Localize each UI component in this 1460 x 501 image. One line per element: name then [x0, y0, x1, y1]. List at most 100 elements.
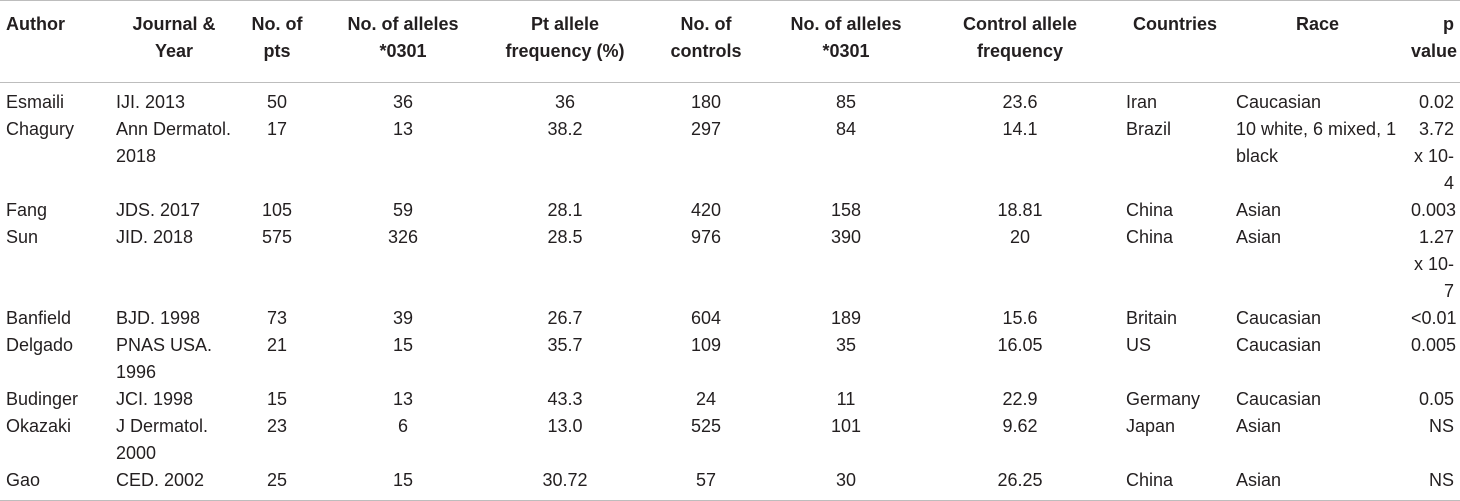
cell-alleles-controls: 189: [830, 308, 862, 328]
cell-author: Gao: [0, 467, 110, 501]
cell-race: 10 white, 6 mixed, 1 black: [1236, 119, 1397, 166]
table-row: Fang JDS. 2017 105 59 28.1 420 158 18.81 China As…: [0, 197, 1460, 224]
cell-control-freq: 16.05: [997, 335, 1043, 355]
cell-countries: China: [1126, 200, 1174, 220]
cell-pts: 575: [261, 227, 293, 247]
cell-race: Asian: [1236, 227, 1282, 247]
cell-race: Caucasian: [1236, 92, 1322, 112]
cell-author: Sun: [6, 227, 39, 247]
cell-controls: 525: [690, 416, 722, 436]
cell-alleles-pts: 15: [316, 467, 490, 501]
cell-control-freq: 26.25: [920, 467, 1120, 501]
cell-p: 0.003: [1411, 200, 1457, 220]
cell-p: 0.02: [1418, 92, 1454, 112]
cell-alleles-pts: 326: [387, 227, 419, 247]
cell-pts: 50: [266, 92, 288, 112]
cell-control-freq: 15.6: [1002, 308, 1038, 328]
cell-author: Esmaili: [6, 92, 65, 112]
cell-p: 0.005: [1411, 335, 1457, 355]
cell-race: Asian: [1236, 200, 1282, 220]
header-author: Author: [0, 0, 110, 83]
cell-p: 0.05: [1418, 389, 1454, 409]
cell-pts: 17: [266, 119, 288, 139]
header-journal: Journal & Year: [110, 0, 238, 83]
cell-author: Delgado: [6, 335, 74, 355]
cell-control-freq: 23.6: [1002, 92, 1038, 112]
cell-author: Banfield: [6, 308, 72, 328]
cell-pt-freq: 28.1: [547, 200, 583, 220]
cell-alleles-controls: 11: [836, 389, 856, 409]
cell-alleles-pts: 39: [392, 308, 414, 328]
cell-control-freq: 22.9: [1002, 389, 1038, 409]
cell-race: Caucasian: [1236, 389, 1322, 409]
cell-countries: Britain: [1126, 308, 1178, 328]
cell-pt-freq: 35.7: [547, 335, 583, 355]
header-control-freq: Control allele frequency: [920, 0, 1120, 83]
cell-race: Asian: [1236, 416, 1282, 436]
cell-pt-freq: 30.72: [490, 467, 640, 501]
cell-pt-freq: 13.0: [547, 416, 583, 436]
cell-countries: Brazil: [1126, 119, 1172, 139]
cell-alleles-controls: 84: [835, 119, 857, 139]
cell-pts: 105: [261, 200, 293, 220]
cell-controls: 24: [695, 389, 717, 409]
header-pt-freq: Pt allele frequency (%): [490, 0, 640, 83]
cell-journal: JDS. 2017: [116, 200, 201, 220]
cell-race: Caucasian: [1236, 335, 1322, 355]
cell-countries: Iran: [1126, 92, 1158, 112]
cell-pts: 73: [266, 308, 288, 328]
header-alleles-pts: No. of alleles *0301: [316, 0, 490, 83]
cell-controls: 180: [690, 92, 722, 112]
table-row: Chagury Ann Dermatol. 2018 17 13 38.2 297 84 14…: [0, 116, 1460, 197]
cell-alleles-controls: 390: [830, 227, 862, 247]
cell-pt-freq: 26.7: [547, 308, 583, 328]
cell-alleles-pts: 15: [392, 335, 414, 355]
table-row: Banfield BJD. 1998 73 39 26.7 604 189 15.6 Brita…: [0, 305, 1460, 332]
cell-race: Caucasian: [1236, 308, 1322, 328]
cell-p: 1.27 x 10-7: [1413, 227, 1454, 301]
cell-countries: Japan: [1126, 416, 1176, 436]
cell-controls: 297: [690, 119, 722, 139]
cell-countries: Germany: [1126, 389, 1201, 409]
cell-pts: 25: [238, 467, 316, 501]
cell-author: Chagury: [6, 119, 75, 139]
cell-journal: J Dermatol. 2000: [116, 416, 209, 463]
cell-alleles-pts: 59: [392, 200, 414, 220]
cell-race: Asian: [1230, 467, 1405, 501]
cell-pts: 15: [266, 389, 288, 409]
cell-controls: 57: [640, 467, 772, 501]
cell-pt-freq: 28.5: [547, 227, 583, 247]
table-row: Esmaili IJI. 2013 50 36 36 180 85 23.6 Iran Cauca…: [0, 83, 1460, 117]
cell-alleles-pts: 6: [397, 416, 408, 436]
cell-control-freq: 18.81: [997, 200, 1043, 220]
cell-journal: JID. 2018: [116, 227, 194, 247]
table-row: Okazaki J Dermatol. 2000 23 6 13.0 525 101 9.62…: [0, 413, 1460, 467]
cell-pts: 23: [266, 416, 288, 436]
cell-alleles-controls: 158: [830, 200, 862, 220]
cell-controls: 420: [690, 200, 722, 220]
cell-control-freq: 14.1: [1002, 119, 1038, 139]
cell-control-freq: 20: [1009, 227, 1031, 247]
cell-journal: JCI. 1998: [116, 389, 194, 409]
table-row: Budinger JCI. 1998 15 13 43.3 24 11 22.9 Germany…: [0, 386, 1460, 413]
cell-pt-freq: 36: [554, 92, 576, 112]
cell-alleles-controls: 85: [835, 92, 857, 112]
cell-countries: China: [1126, 227, 1174, 247]
cell-controls: 976: [690, 227, 722, 247]
cell-journal: CED. 2002: [110, 467, 238, 501]
header-countries: Countries: [1120, 0, 1230, 83]
cell-author: Budinger: [6, 389, 79, 409]
cell-journal: IJI. 2013: [116, 92, 186, 112]
table-row: Gao CED. 2002 25 15 30.72 57 30 26.25 China Asian…: [0, 467, 1460, 501]
cell-alleles-controls: 101: [830, 416, 862, 436]
header-alleles-controls: No. of alleles *0301: [772, 0, 920, 83]
cell-journal: Ann Dermatol. 2018: [116, 119, 232, 166]
cell-author: Okazaki: [6, 416, 72, 436]
header-controls: No. of controls: [640, 0, 772, 83]
cell-pt-freq: 43.3: [547, 389, 583, 409]
cell-journal: PNAS USA. 1996: [116, 335, 213, 382]
cell-p: NS: [1405, 467, 1460, 501]
cell-controls: 109: [690, 335, 722, 355]
cell-countries: China: [1120, 467, 1230, 501]
